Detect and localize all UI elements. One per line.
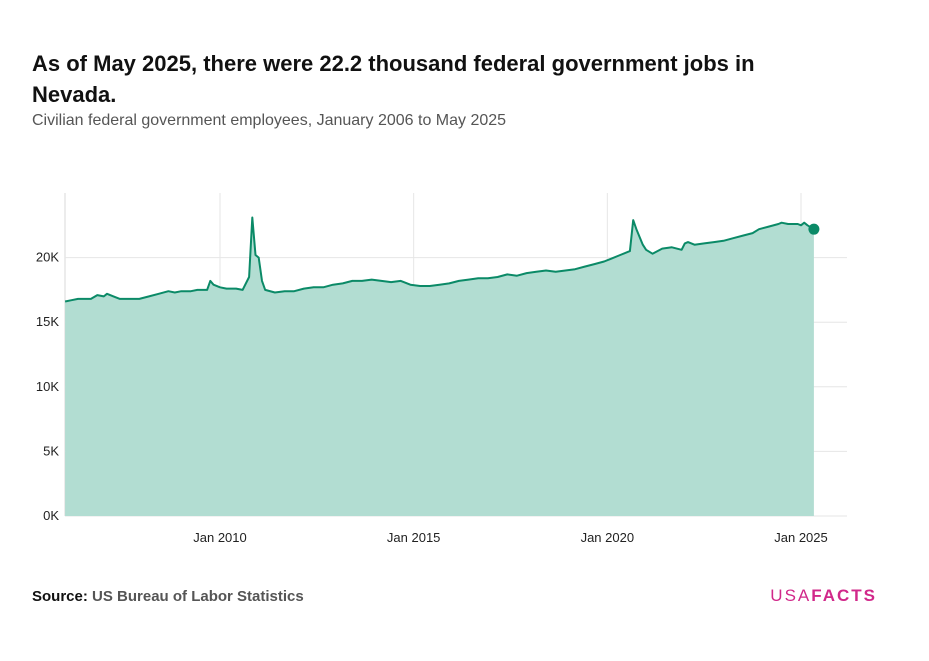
chart-subtitle: Civilian federal government employees, J… xyxy=(32,112,507,129)
series-line xyxy=(64,216,815,303)
y-tick-label: 20K xyxy=(36,250,59,265)
x-tick-label: Jan 2010 xyxy=(193,530,247,545)
chart-svg: 0K 5K 10K 15K 20K Jan 2010 Jan 2015 Jan 2020 Jan… xyxy=(36,193,847,545)
logo-usa: USA xyxy=(770,586,812,605)
data-area-group xyxy=(64,216,820,516)
logo-facts: FACTS xyxy=(811,586,877,605)
x-tick-label: Jan 2015 xyxy=(387,530,441,545)
axis-labels: 0K 5K 10K 15K 20K Jan 2010 Jan 2015 Jan 2020 Jan… xyxy=(36,250,828,545)
y-tick-label: 10K xyxy=(36,379,59,394)
chart-title: As of May 2025, there were 22.2 thousand… xyxy=(32,51,755,107)
x-tick-label: Jan 2020 xyxy=(581,530,635,545)
series-area xyxy=(65,217,814,516)
y-tick-label: 15K xyxy=(36,314,59,329)
source-label: Source: xyxy=(32,588,88,605)
y-tick-label: 0K xyxy=(43,508,59,523)
last-point-marker xyxy=(808,223,820,235)
usafacts-logo: USAFACTS xyxy=(770,586,877,606)
y-tick-label: 5K xyxy=(43,443,59,458)
area-chart: 0K 5K 10K 15K 20K Jan 2010 Jan 2015 Jan 2020 Jan… xyxy=(0,160,929,560)
source-value: US Bureau of Labor Statistics xyxy=(92,588,304,605)
source-note: Source: US Bureau of Labor Statistics xyxy=(32,588,304,605)
x-tick-label: Jan 2025 xyxy=(774,530,828,545)
